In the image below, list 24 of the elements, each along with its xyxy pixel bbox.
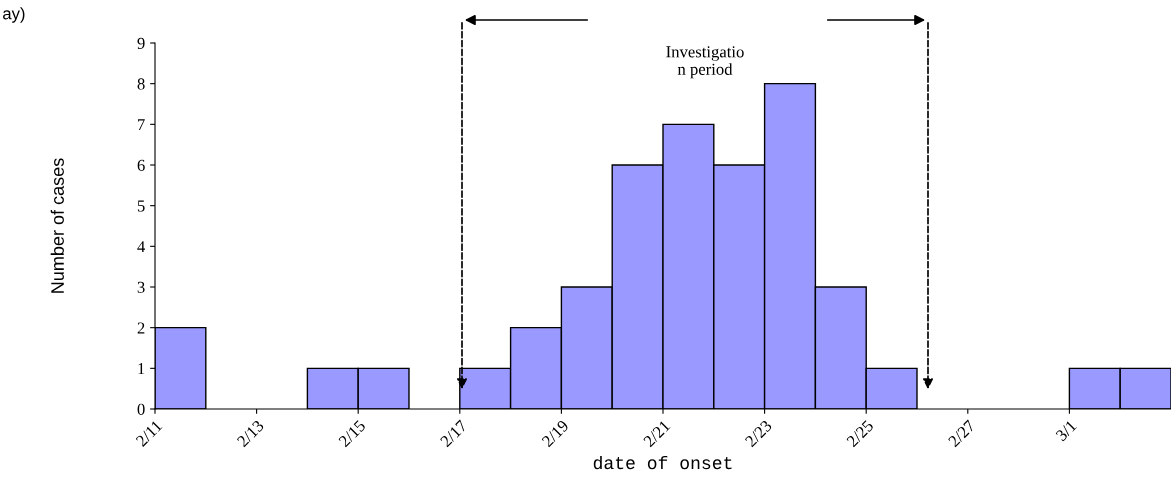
text: ay) [3, 7, 25, 23]
y-tick-label: 9 [137, 37, 145, 49]
y-tick-label: 2 [137, 322, 145, 334]
x-tick-label: 2/13 [236, 419, 265, 448]
y-tick-label: 5 [137, 200, 145, 212]
y-tick-label: 1 [138, 363, 145, 375]
x-tick-label: 2/15 [338, 419, 367, 448]
x-tick-label: 2/11 [135, 419, 163, 448]
x-tick-label: 2/23 [744, 419, 773, 448]
y-tick-label: 0 [137, 403, 145, 415]
x-tick-label: 2/27 [947, 419, 976, 448]
x-tick-label: 2/17 [439, 419, 468, 448]
x-axis-title: date of onset [593, 455, 732, 470]
y-tick-label: 7 [138, 119, 145, 131]
x-tick-label: 2/21 [642, 419, 671, 448]
annotation: Investigatio n period [666, 46, 744, 79]
y-tick-label: 6 [137, 159, 145, 171]
x-tick-label: 3/1 [1055, 419, 1077, 442]
x-tick-label: 2/25 [846, 419, 875, 448]
y-tick-label: 4 [137, 241, 146, 253]
y-tick-label: 3 [137, 281, 145, 293]
y-tick-label: 8 [137, 78, 145, 90]
x-tick-label: 2/19 [541, 419, 570, 448]
y-axis-title: Number of cases [50, 158, 64, 293]
